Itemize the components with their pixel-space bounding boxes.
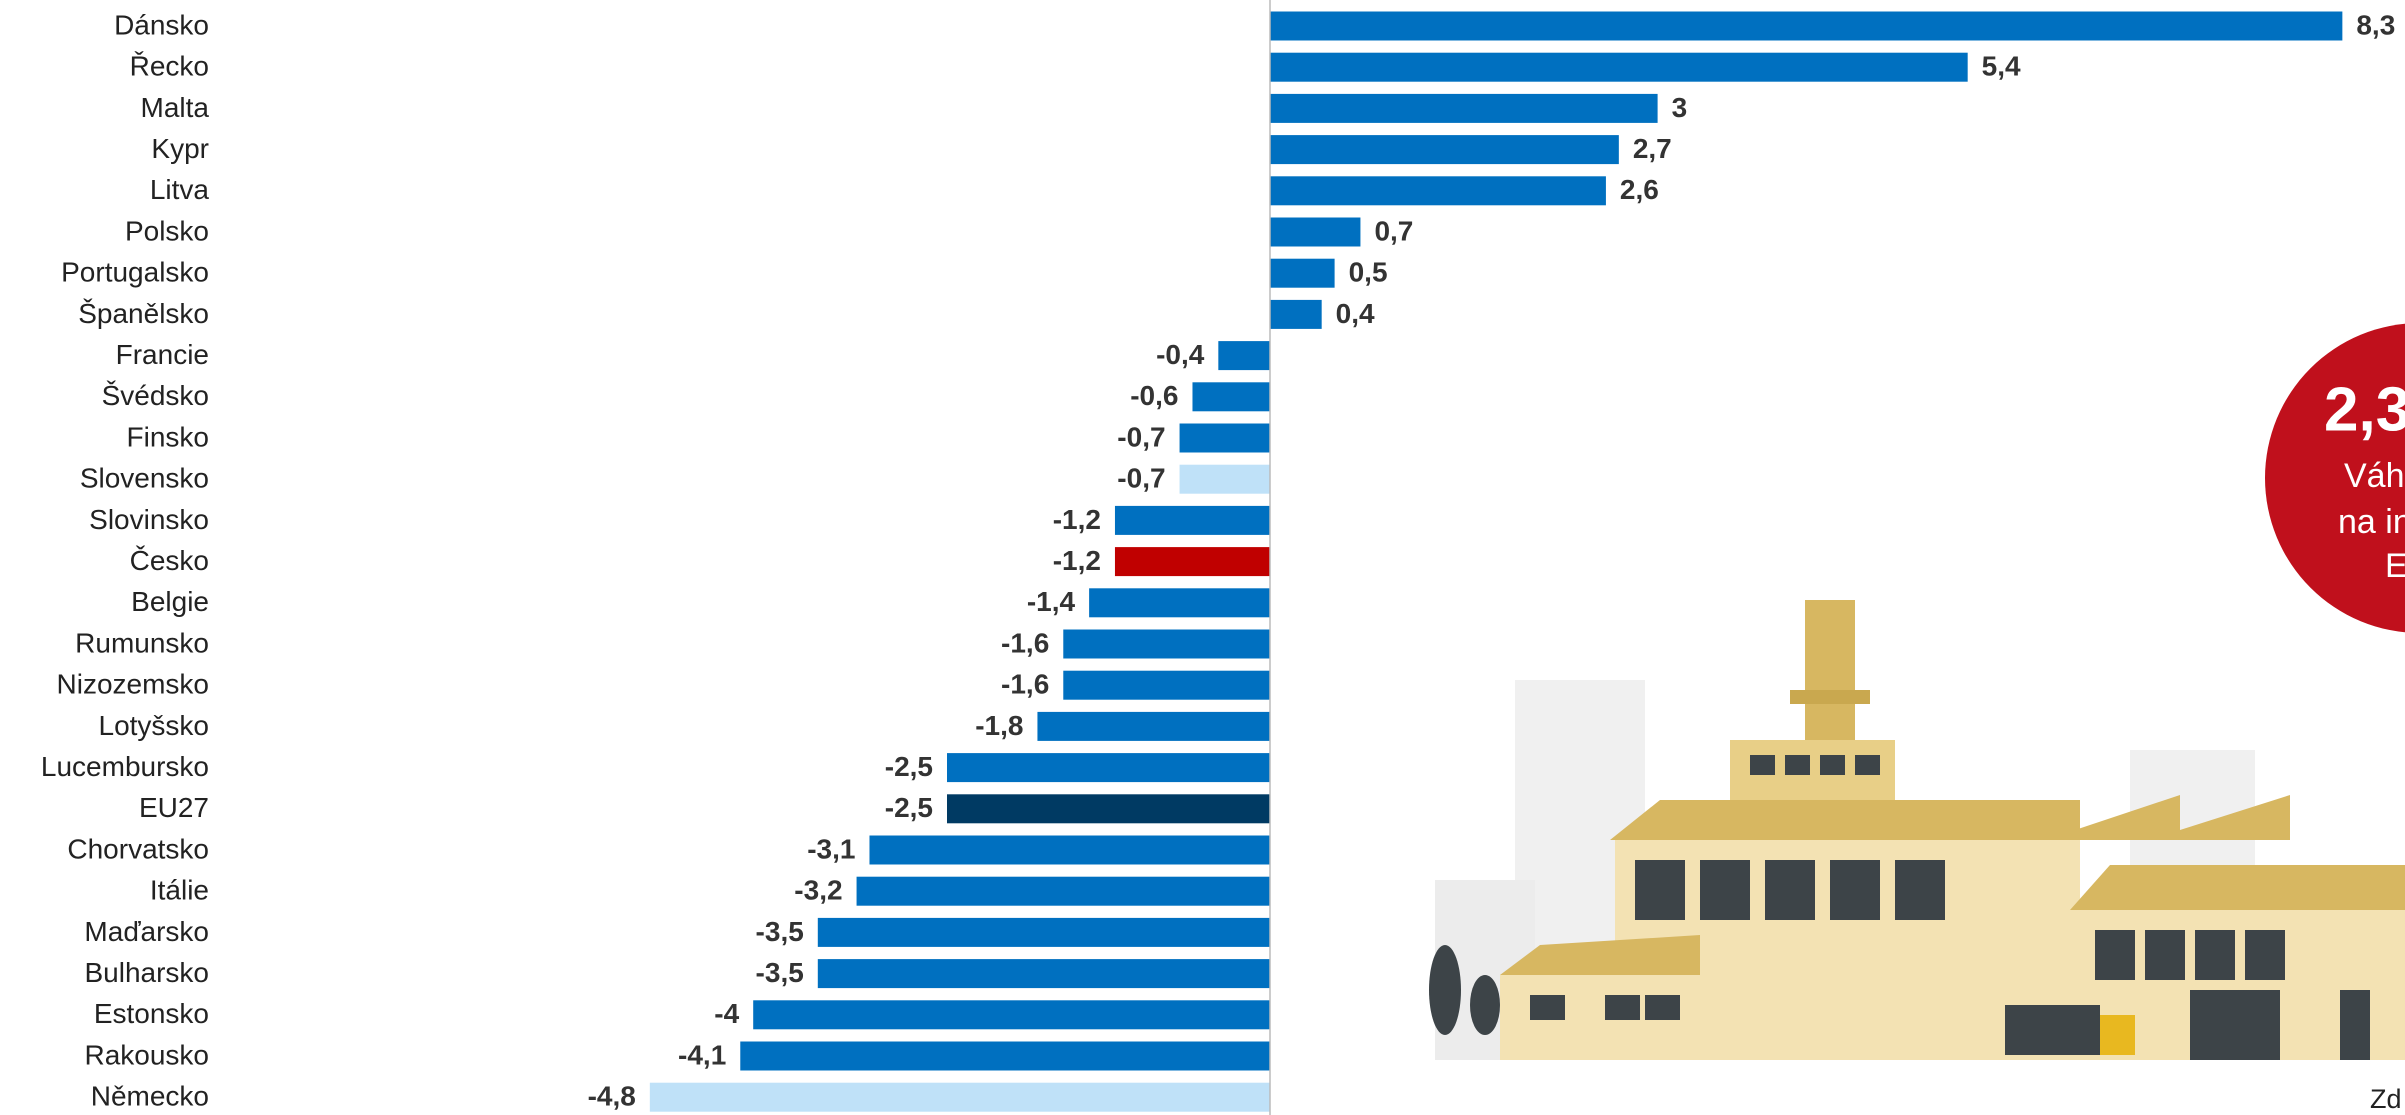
callout-value: 2,3 <box>2324 375 2405 444</box>
value-label: -1,6 <box>1001 627 1049 658</box>
category-label: Dánsko <box>114 9 209 40</box>
bar <box>1270 93 1658 123</box>
value-label: -4 <box>714 998 739 1029</box>
category-label: Itálie <box>150 875 209 906</box>
category-label: Litva <box>150 174 210 205</box>
category-label: Řecko <box>130 51 209 82</box>
bar <box>1179 464 1270 494</box>
value-label: -2,5 <box>885 792 933 823</box>
bar <box>1114 505 1270 535</box>
bar <box>856 876 1270 906</box>
category-label: Lucembursko <box>41 751 209 782</box>
value-label: 2,6 <box>1620 174 1659 205</box>
source-note: Zd <box>2370 1084 2402 1114</box>
value-label: -0,7 <box>1117 463 1165 494</box>
bar <box>1270 135 1619 165</box>
value-label: 5,4 <box>1982 51 2021 82</box>
value-label: -4,8 <box>588 1081 636 1112</box>
bar <box>1063 670 1270 700</box>
bar <box>753 1000 1270 1030</box>
bar <box>1063 629 1270 659</box>
category-label: Portugalsko <box>61 257 209 288</box>
bar <box>947 794 1270 824</box>
factory-illustration <box>1429 600 2405 1060</box>
callout-text: E <box>2385 547 2405 585</box>
bar <box>1270 52 1968 82</box>
value-label: -0,4 <box>1156 339 1205 370</box>
category-label: Španělsko <box>78 298 209 329</box>
category-label: Kypr <box>151 133 209 164</box>
bar <box>1114 547 1270 577</box>
value-label: 8,3 <box>2356 9 2395 40</box>
value-label: -3,5 <box>756 916 804 947</box>
value-label: -0,6 <box>1130 380 1178 411</box>
bar <box>1270 11 2343 41</box>
bar <box>947 753 1270 783</box>
bar <box>740 1041 1270 1071</box>
value-label: 0,4 <box>1336 298 1375 329</box>
category-label: Maďarsko <box>84 916 209 947</box>
category-label: Finsko <box>127 421 209 452</box>
value-label: -1,6 <box>1001 669 1049 700</box>
bar <box>869 835 1270 865</box>
callout-text: Váh <box>2344 457 2405 495</box>
bar <box>817 917 1270 947</box>
value-label: 0,5 <box>1349 257 1388 288</box>
value-label: -0,7 <box>1117 421 1165 452</box>
value-label: -4,1 <box>678 1039 726 1070</box>
value-label: -2,5 <box>885 751 933 782</box>
bar <box>1270 176 1606 206</box>
bar <box>1270 217 1361 247</box>
bar <box>1192 382 1270 412</box>
value-label: 0,7 <box>1374 215 1413 246</box>
callout: 2,3 Váh na in E <box>2265 323 2405 633</box>
category-label: Belgie <box>131 586 209 617</box>
category-label: Německo <box>91 1081 209 1112</box>
callout-text: na in <box>2338 503 2405 541</box>
category-label: Švédsko <box>102 380 209 411</box>
value-label: -1,8 <box>975 710 1023 741</box>
category-label: Slovinsko <box>89 504 209 535</box>
category-label: Polsko <box>125 215 209 246</box>
bar <box>1089 588 1270 618</box>
category-label: Lotyšsko <box>99 710 210 741</box>
category-label: Malta <box>141 92 210 123</box>
category-label: Rumunsko <box>75 627 209 658</box>
value-label: 2,7 <box>1633 133 1672 164</box>
category-label: Nizozemsko <box>57 669 209 700</box>
category-label: Rakousko <box>84 1039 209 1070</box>
category-label: Chorvatsko <box>67 833 209 864</box>
category-label: Slovensko <box>80 463 209 494</box>
bar <box>1179 423 1270 453</box>
bar <box>1270 258 1335 288</box>
value-label: -3,5 <box>756 957 804 988</box>
value-label: -1,2 <box>1053 504 1101 535</box>
callout-circle <box>2265 323 2405 633</box>
value-label: -1,4 <box>1027 586 1076 617</box>
bar <box>1218 341 1270 371</box>
category-label: Bulharsko <box>84 957 209 988</box>
bar <box>817 959 1270 989</box>
bar <box>1270 299 1322 329</box>
category-label: Česko <box>130 545 209 576</box>
value-label: 3 <box>1672 92 1688 123</box>
bar <box>1037 711 1270 741</box>
value-label: -1,2 <box>1053 545 1101 576</box>
category-label: EU27 <box>139 792 209 823</box>
category-label: Francie <box>116 339 209 370</box>
bar <box>649 1082 1270 1112</box>
category-label: Estonsko <box>94 998 209 1029</box>
value-label: -3,2 <box>794 875 842 906</box>
value-label: -3,1 <box>807 833 855 864</box>
